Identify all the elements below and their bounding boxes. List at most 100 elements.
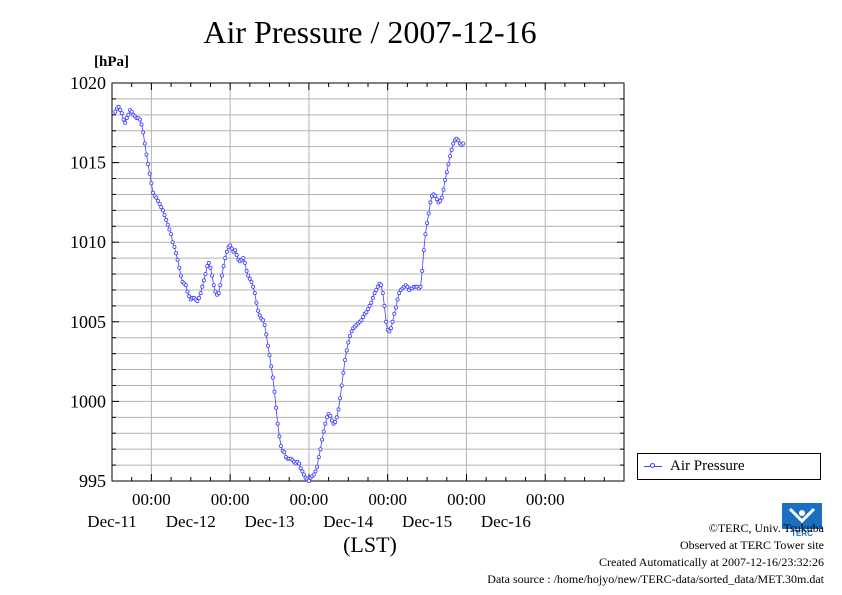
data-point (129, 109, 134, 114)
x-tick-label: 00:00 (447, 490, 486, 509)
data-point (278, 443, 283, 448)
data-point (155, 198, 160, 203)
data-point (320, 437, 325, 442)
chart-title: Air Pressure / 2007-12-16 (203, 14, 537, 50)
x-tick-label: 00:00 (211, 490, 250, 509)
data-point (123, 120, 128, 125)
data-point (444, 170, 449, 175)
terc-logo-icon (782, 503, 822, 529)
data-point (446, 162, 451, 167)
terc-logo: TERC (782, 503, 822, 538)
footer-copyright: ©TERC, Univ. Tsukuba (708, 521, 824, 535)
data-point (147, 171, 152, 176)
data-point (177, 265, 182, 270)
x-tick-label: 00:00 (290, 490, 329, 509)
data-point (124, 116, 129, 121)
data-point (443, 178, 448, 183)
data-point (438, 198, 443, 203)
data-point (164, 217, 169, 222)
data-point (113, 109, 118, 114)
data-point (267, 353, 272, 358)
data-point (439, 195, 444, 200)
data-point (175, 257, 180, 262)
data-point (272, 389, 277, 394)
y-axis-label: [hPa] (94, 54, 129, 70)
data-point (395, 297, 400, 302)
x-day-label: Dec-15 (402, 512, 452, 531)
data-point (301, 472, 306, 477)
data-point (167, 227, 172, 232)
data-point (448, 154, 453, 159)
data-point (347, 334, 352, 339)
data-point (423, 232, 428, 237)
data-point (344, 348, 349, 353)
data-point (246, 273, 251, 278)
data-point (249, 279, 254, 284)
data-point (228, 243, 233, 248)
data-point (210, 273, 215, 278)
data-point (361, 314, 366, 319)
data-point (324, 415, 329, 420)
data-point (196, 295, 201, 300)
data-point (298, 466, 303, 471)
data-point (201, 278, 206, 283)
data-point (264, 332, 269, 337)
data-point (277, 434, 282, 439)
data-point (390, 319, 395, 324)
data-point (216, 291, 221, 296)
data-point (405, 284, 410, 289)
data-point (234, 252, 239, 257)
legend-swatch (644, 463, 662, 468)
data-point (269, 364, 274, 369)
data-point (218, 283, 223, 288)
data-point (397, 291, 402, 296)
x-tick-label: 00:00 (526, 490, 565, 509)
data-point (260, 318, 265, 323)
data-point (349, 329, 354, 334)
data-point (275, 421, 280, 426)
data-point (211, 283, 216, 288)
data-point (380, 291, 385, 296)
data-point (441, 187, 446, 192)
data-point (200, 284, 205, 289)
data-point (388, 326, 393, 331)
data-point (374, 287, 379, 292)
data-point (252, 291, 257, 296)
data-point (323, 421, 328, 426)
data-point (213, 289, 218, 294)
data-point (333, 420, 338, 425)
y-tick-label: 995 (79, 471, 106, 491)
x-tick-label: 00:00 (368, 490, 407, 509)
data-point (313, 469, 318, 474)
data-point (375, 284, 380, 289)
data-point (142, 141, 147, 146)
data-point (242, 260, 247, 265)
data-point (150, 190, 155, 195)
data-point (274, 405, 279, 410)
data-point (365, 307, 370, 312)
y-tick-label: 1020 (70, 73, 106, 93)
plot-frame (111, 82, 625, 482)
y-tick-label: 1000 (70, 391, 106, 411)
data-point (339, 383, 344, 388)
data-point (297, 461, 302, 466)
data-point (315, 464, 320, 469)
data-point (229, 246, 234, 251)
y-tick-label: 1010 (70, 232, 106, 252)
legend: Air Pressure (637, 453, 821, 480)
data-point (173, 251, 178, 256)
data-point (172, 244, 177, 249)
data-point (328, 413, 333, 418)
data-point (306, 478, 311, 483)
data-point (144, 152, 149, 157)
data-point (342, 357, 347, 362)
x-axis-label: (LST) (343, 532, 397, 557)
data-point (336, 407, 341, 412)
data-point (262, 322, 267, 327)
data-point (372, 291, 377, 296)
data-point (146, 162, 151, 167)
y-tick-label: 1015 (70, 153, 106, 173)
data-point (434, 197, 439, 202)
data-point (223, 256, 228, 261)
